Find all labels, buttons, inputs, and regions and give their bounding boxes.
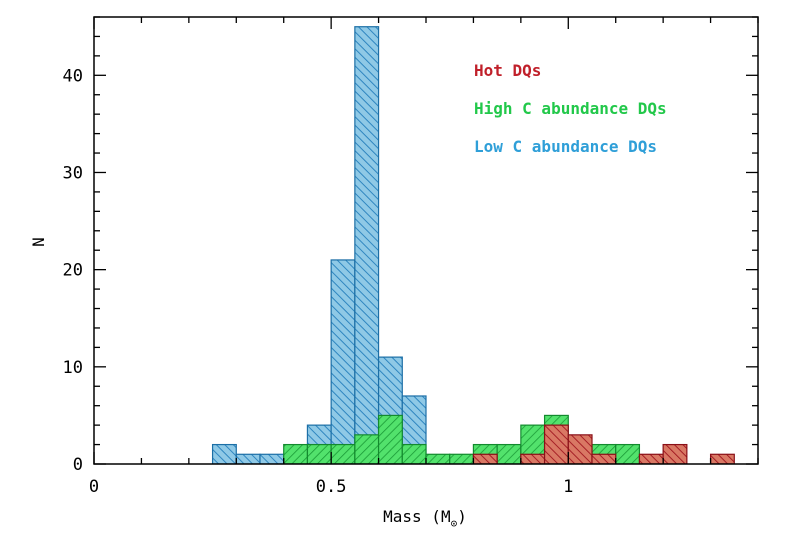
bar-high-c-abundance-dqs [354,434,380,464]
bar-low-c-abundance-dqs [354,26,380,464]
legend-hot-dqs: Hot DQs [474,61,541,80]
legend: Hot DQs High C abundance DQs Low C abundan… [474,61,667,156]
x-tick-label: 0 [89,477,99,497]
x-axis-label-main: Mass (M [383,507,450,526]
bar-high-c-abundance-dqs [615,443,641,464]
bar-high-c-abundance-dqs [449,453,475,464]
legend-high-c-abundance-dqs: High C abundance DQs [474,99,667,118]
bar-hot-dqs [567,434,593,464]
y-tick-label: 30 [63,163,83,183]
bar-high-c-abundance-dqs [496,443,522,464]
legend-low-c-abundance-dqs: Low C abundance DQs [474,137,657,156]
bar-high-c-abundance-dqs [330,443,356,464]
bar-low-c-abundance-dqs [235,453,261,464]
bar-hot-dqs [709,453,735,464]
x-axis-label-close: ) [457,507,467,526]
bar-high-c-abundance-dqs [377,414,403,464]
plot-frame [93,16,759,465]
series-hot-dqs [472,424,735,464]
x-tick-label: 1 [563,477,573,497]
x-tick-label: 0.5 [316,477,347,497]
bar-hot-dqs [591,453,617,464]
bar-hot-dqs [520,453,546,464]
x-axis-label: Mass (M⊙) [383,507,467,530]
bar-high-c-abundance-dqs [283,443,309,464]
y-tick-label: 0 [73,455,83,475]
y-tick-label: 20 [63,261,83,281]
bar-high-c-abundance-dqs [306,443,332,464]
bar-high-c-abundance-dqs [401,443,427,464]
y-axis-label: N [29,237,48,247]
histogram-bars [211,26,735,464]
bar-hot-dqs [472,453,498,464]
x-axis-label-subscript: ⊙ [451,517,458,530]
series-low-c-abundance-dqs [211,26,617,464]
bar-hot-dqs [662,443,688,464]
bar-high-c-abundance-dqs [425,453,451,464]
bar-low-c-abundance-dqs [330,259,356,464]
bar-low-c-abundance-dqs [211,443,237,464]
y-tick-label: 10 [63,358,83,378]
bar-hot-dqs [638,453,664,464]
bar-hot-dqs [543,424,569,464]
bar-low-c-abundance-dqs [259,453,285,464]
y-tick-label: 40 [63,66,83,86]
